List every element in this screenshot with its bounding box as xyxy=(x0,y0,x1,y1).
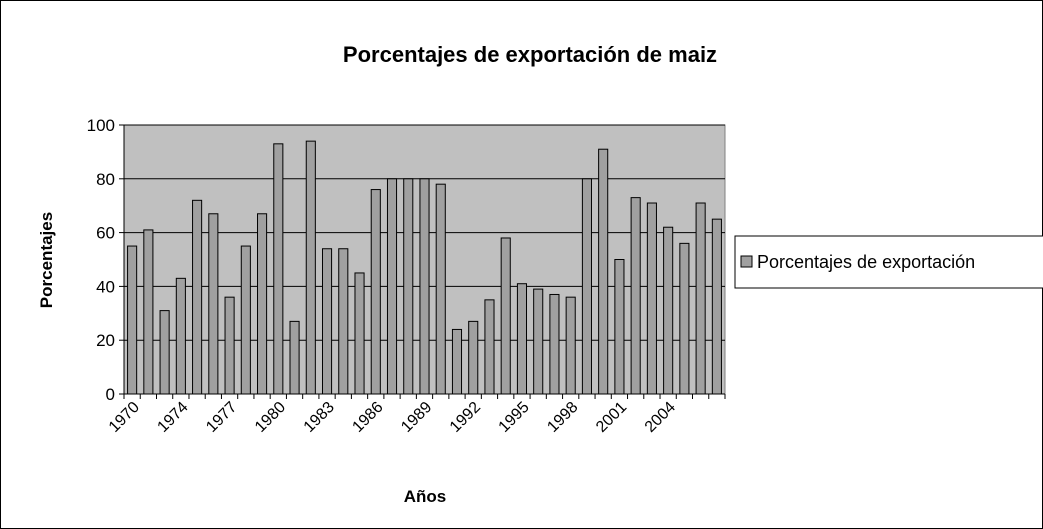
bar xyxy=(403,178,414,395)
bar xyxy=(240,245,251,395)
bar xyxy=(565,296,576,395)
bar xyxy=(192,199,203,395)
bar xyxy=(143,229,154,395)
bar xyxy=(646,202,657,395)
bar xyxy=(338,248,349,395)
bar xyxy=(598,148,609,395)
bar xyxy=(630,197,641,395)
bar xyxy=(500,237,511,395)
bar xyxy=(224,296,235,395)
bar xyxy=(468,320,479,395)
y-axis-title: Porcentajes xyxy=(37,212,56,308)
bar xyxy=(370,189,381,395)
bar xyxy=(711,218,722,395)
bar xyxy=(419,178,430,395)
bar xyxy=(435,183,446,395)
bar xyxy=(354,272,365,395)
legend-box xyxy=(734,235,1043,289)
bar xyxy=(663,226,674,395)
bar xyxy=(533,288,544,395)
y-tick-label: 40 xyxy=(96,277,115,296)
bar xyxy=(386,178,398,395)
y-tick-label: 60 xyxy=(96,224,115,243)
bar xyxy=(549,293,560,395)
bar xyxy=(208,213,219,395)
bar xyxy=(484,299,495,395)
bar xyxy=(159,310,170,395)
bar xyxy=(257,213,268,395)
bar xyxy=(127,245,138,395)
bar xyxy=(289,320,300,395)
x-axis-title: Años xyxy=(404,487,447,506)
bar xyxy=(695,202,706,395)
legend-swatch xyxy=(740,255,753,268)
bar xyxy=(305,140,316,395)
bar xyxy=(175,277,186,395)
y-tick-label: 80 xyxy=(96,170,115,189)
bar xyxy=(614,259,625,395)
bar xyxy=(581,178,592,395)
y-tick-label: 100 xyxy=(87,116,115,135)
y-tick-label: 20 xyxy=(96,331,115,350)
chart-title: Porcentajes de exportación de maiz xyxy=(343,42,717,67)
bar xyxy=(516,283,528,395)
bar xyxy=(679,242,690,395)
bar xyxy=(273,143,284,395)
y-tick-label: 0 xyxy=(106,385,115,404)
legend-label: Porcentajes de exportación xyxy=(757,252,975,272)
bar xyxy=(451,328,463,395)
bar xyxy=(321,248,333,395)
